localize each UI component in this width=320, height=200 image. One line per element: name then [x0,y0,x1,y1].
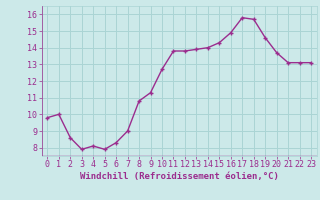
X-axis label: Windchill (Refroidissement éolien,°C): Windchill (Refroidissement éolien,°C) [80,172,279,181]
